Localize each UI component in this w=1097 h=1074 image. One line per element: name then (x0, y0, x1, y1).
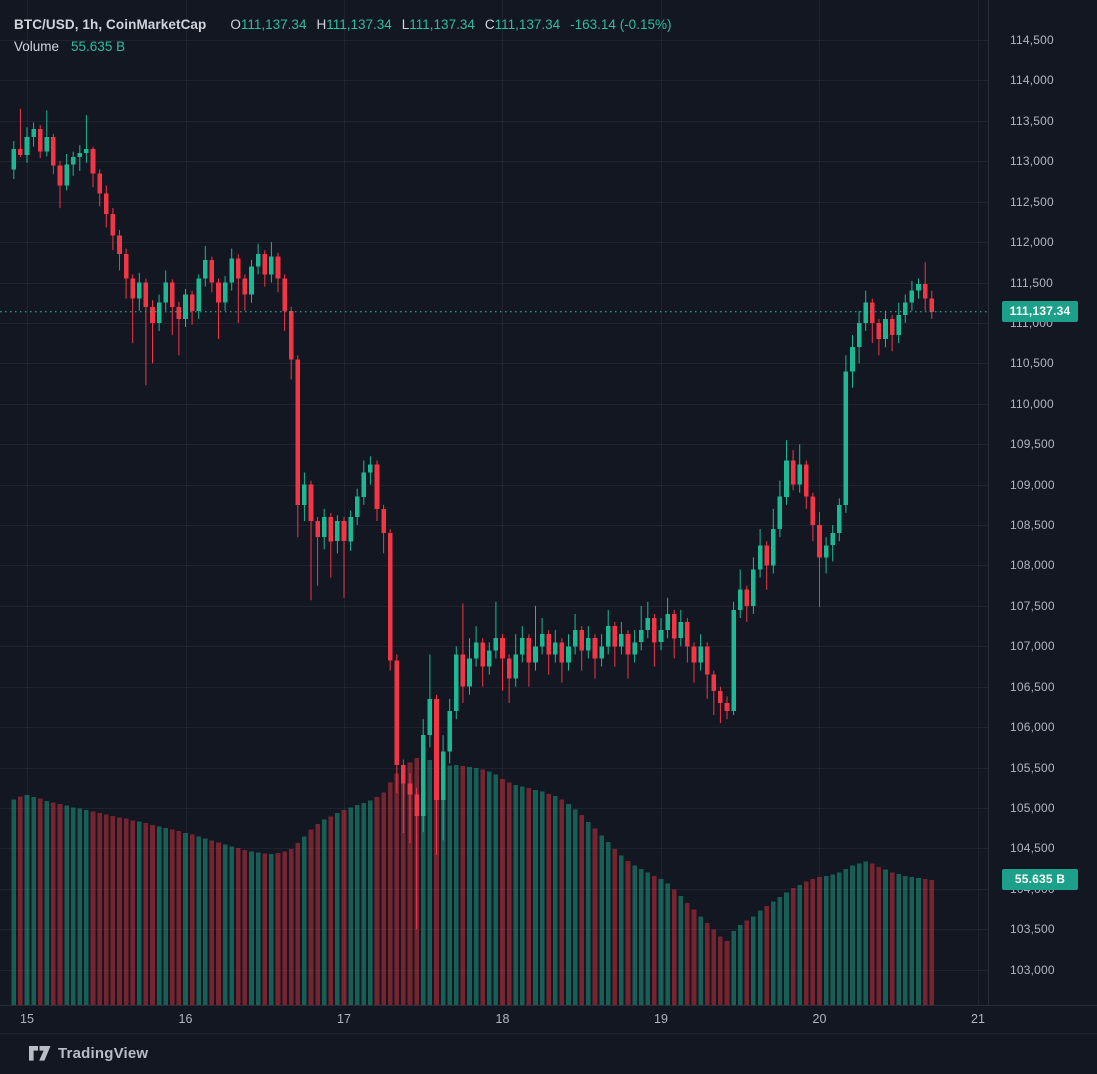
price-axis-label: 103,500 (1010, 922, 1055, 937)
horizontal-gridlines (0, 40, 988, 971)
price-axis-label: 114,000 (1010, 73, 1054, 88)
time-axis-label-20: 20 (812, 1012, 827, 1026)
candlestick-chart[interactable] (0, 0, 988, 1005)
low-label: L (401, 16, 410, 32)
time-axis[interactable]: 15 16 17 18 19 20 21 (0, 1005, 1097, 1034)
tradingview-logo-icon (29, 1046, 51, 1061)
close-label: C (484, 16, 495, 32)
time-axis-label-21: 21 (971, 1012, 985, 1026)
price-axis-label: 110,000 (1010, 396, 1054, 411)
high-label: H (316, 16, 327, 32)
symbol-title[interactable]: BTC/USD, 1h, CoinMarketCap (14, 16, 207, 32)
legend-symbol-row: BTC/USD, 1h, CoinMarketCap O 111,137.34 H… (14, 13, 671, 35)
open-value: 111,137.34 (240, 16, 307, 32)
time-axis-label-19: 19 (654, 1012, 668, 1026)
tradingview-logo-text: TradingView (58, 1045, 149, 1062)
high-value: 111,137.34 (326, 16, 392, 32)
price-axis-label: 109,500 (1010, 437, 1055, 452)
price-axis-label: 112,000 (1010, 235, 1054, 250)
price-axis-label: 109,000 (1010, 477, 1055, 492)
price-axis-label: 105,000 (1010, 800, 1055, 815)
chart-area[interactable]: BTC/USD, 1h, CoinMarketCap O 111,137.34 H… (0, 0, 988, 1005)
legend-volume-row: Volume 55.635 B (14, 35, 671, 57)
tradingview-logo[interactable]: TradingView (29, 1045, 148, 1062)
price-axis-label: 111,500 (1010, 275, 1053, 290)
price-axis-label: 108,000 (1010, 558, 1055, 573)
low-value: 111,137.34 (409, 16, 475, 32)
vertical-gridlines (27, 0, 979, 1005)
volume-value: 55.635 B (71, 38, 126, 54)
price-axis-label: 108,500 (1010, 518, 1055, 533)
open-label: O (230, 16, 241, 32)
price-axis-label: 106,000 (1010, 720, 1055, 735)
time-axis-label-15: 15 (20, 1012, 34, 1026)
price-axis-label: 113,000 (1010, 154, 1054, 169)
current-price-badge: 111,137.34 (1002, 301, 1078, 323)
volume-badge: 55.635 B (1002, 869, 1078, 891)
price-axis-label: 110,500 (1010, 356, 1054, 371)
footer: TradingView (0, 1034, 1097, 1074)
time-axis-label-18: 18 (495, 1012, 510, 1026)
price-axis[interactable]: 103,000103,500104,000104,500105,000105,5… (988, 0, 1097, 1005)
candles (11, 108, 935, 930)
close-value: 111,137.34 (494, 16, 561, 32)
price-axis-label: 103,000 (1010, 962, 1055, 977)
price-axis-label: 107,000 (1010, 639, 1055, 654)
time-axis-label-16: 16 (178, 1012, 193, 1026)
volume-bars (11, 757, 935, 1005)
price-axis-label: 107,500 (1010, 598, 1055, 613)
price-axis-label: 112,500 (1010, 194, 1054, 209)
time-axis-label-17: 17 (337, 1012, 351, 1026)
chart-legend: BTC/USD, 1h, CoinMarketCap O 111,137.34 H… (14, 13, 671, 57)
change-value: -163.14 (-0.15%) (570, 16, 672, 32)
volume-label[interactable]: Volume (14, 38, 60, 54)
price-axis-label: 114,500 (1010, 33, 1054, 47)
price-axis-label: 106,500 (1010, 679, 1055, 694)
price-axis-label: 105,500 (1010, 760, 1055, 775)
price-axis-label: 113,500 (1010, 113, 1054, 128)
price-axis-label: 104,500 (1010, 841, 1055, 856)
